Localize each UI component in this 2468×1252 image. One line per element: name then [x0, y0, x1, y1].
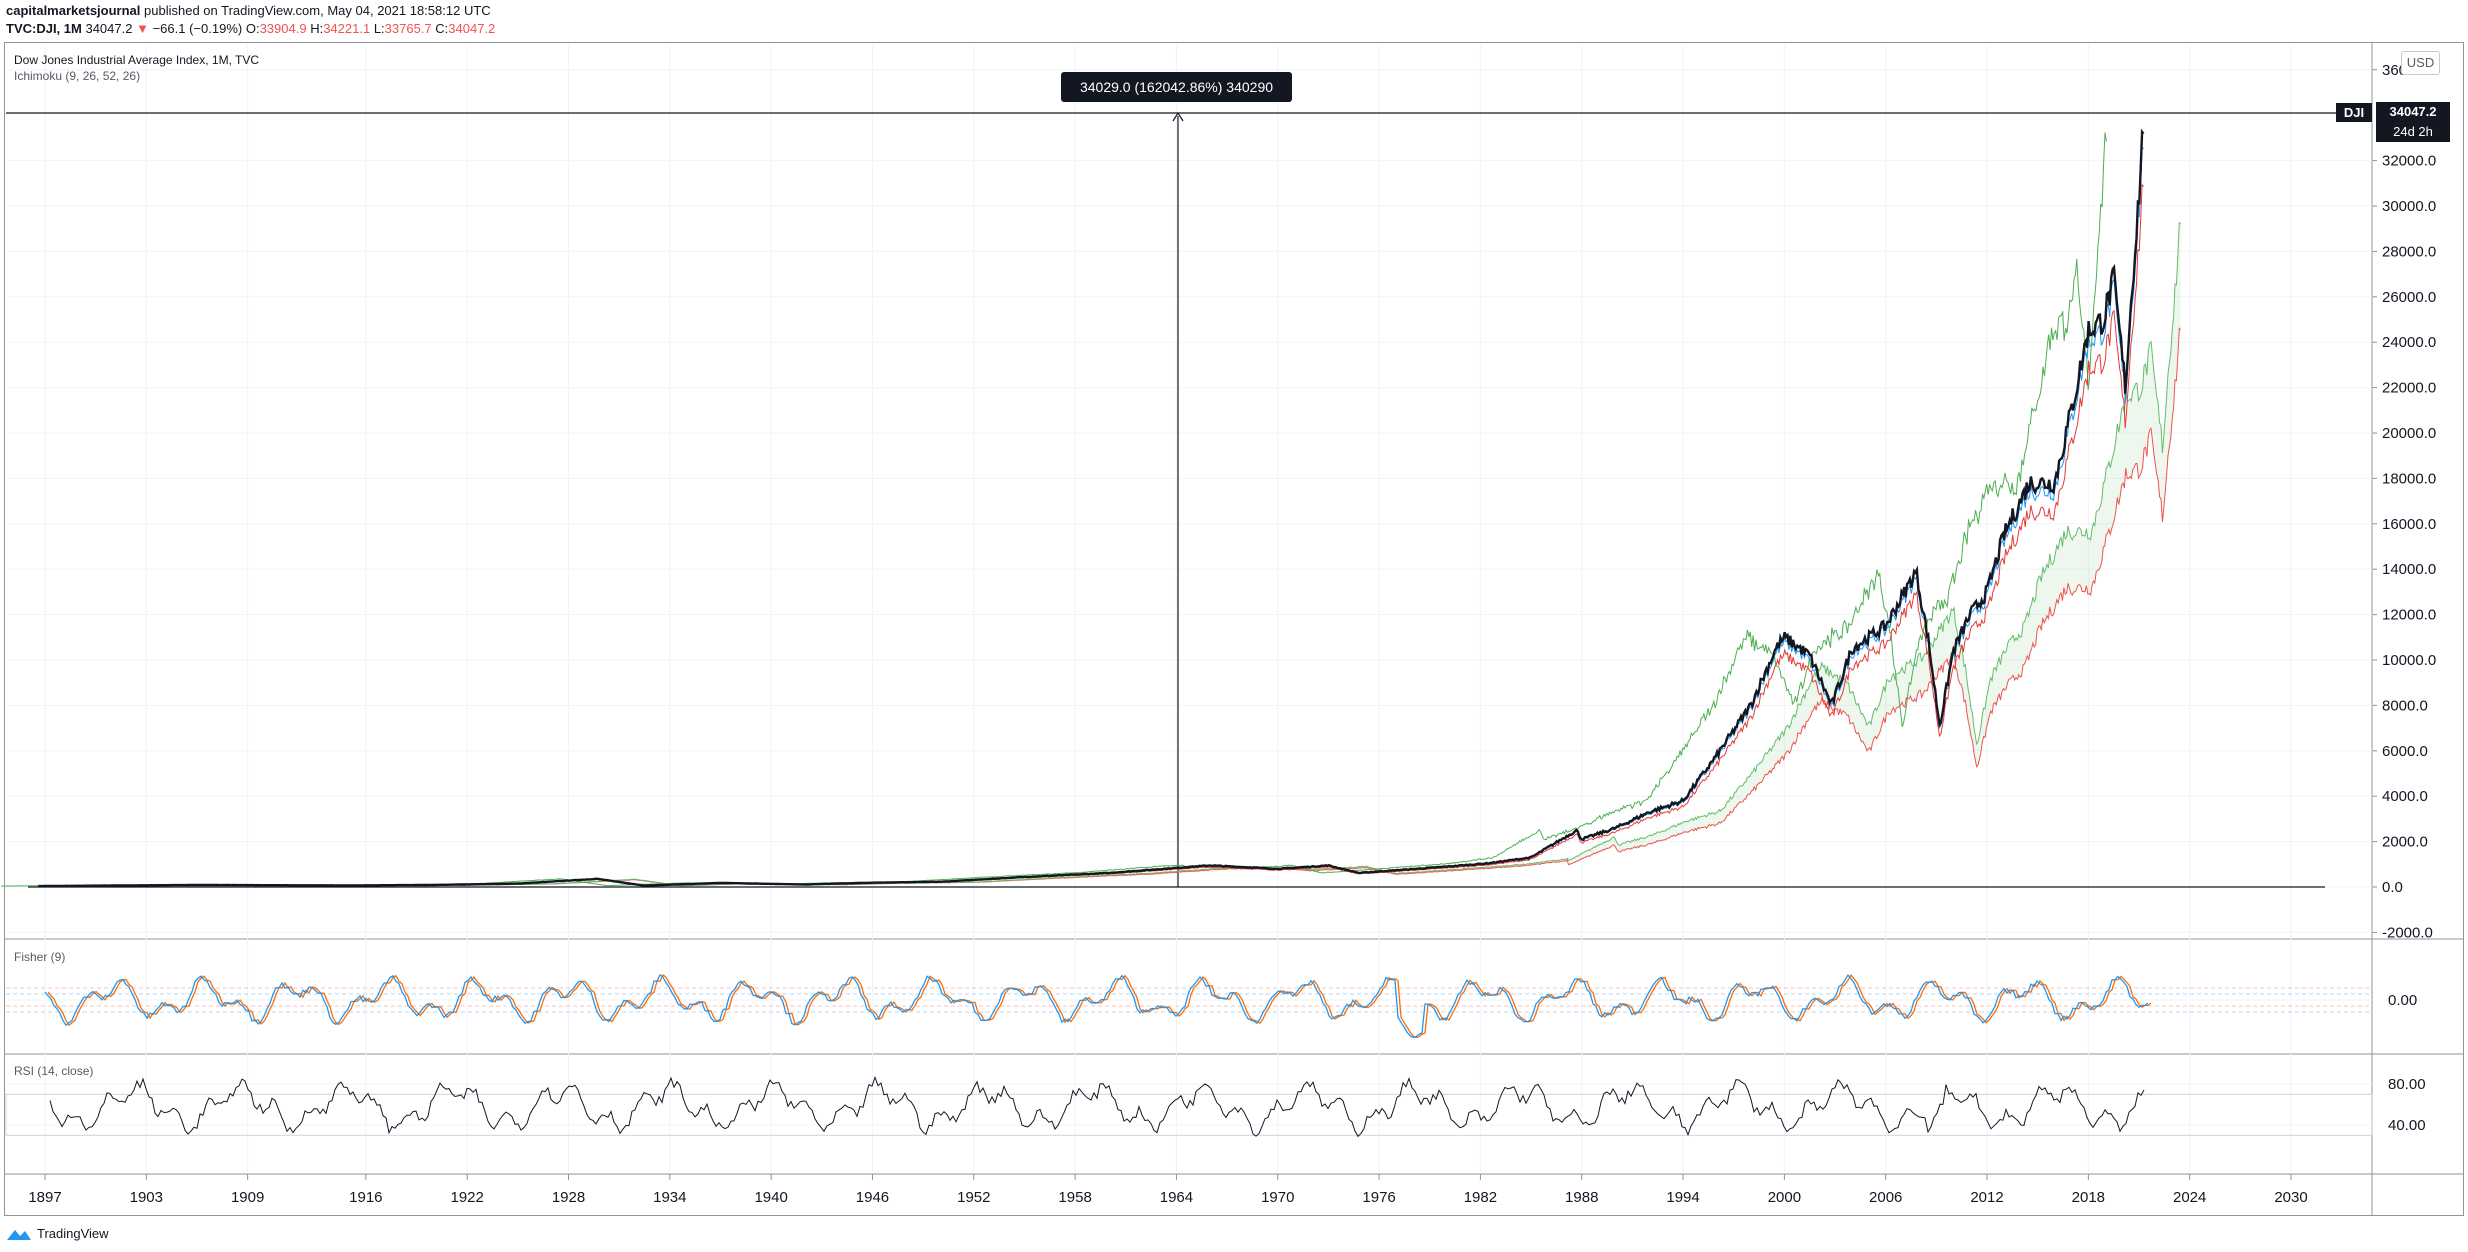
kijun-line: [38, 183, 2144, 887]
y-tick-label: 8000.0: [2382, 697, 2428, 714]
fisher-trigger-line: [47, 973, 2152, 1039]
brand-label: TradingView: [37, 1226, 109, 1241]
x-tick-label: 2000: [1768, 1189, 1801, 1206]
x-tick-label: 1909: [231, 1189, 264, 1206]
x-tick-label: 1922: [450, 1189, 483, 1206]
x-tick-label: 2024: [2173, 1189, 2206, 1206]
open-value: 33904.9: [259, 21, 307, 36]
x-tick-label: 1916: [349, 1189, 382, 1206]
measure-tooltip: 34029.0 (162042.86%) 340290: [1061, 72, 1292, 102]
x-tick-label: 1934: [653, 1189, 686, 1206]
x-tick-label: 1946: [856, 1189, 889, 1206]
publish-line: capitalmarketsjournal published on Tradi…: [6, 3, 491, 19]
rsi-tick-label: 40.00: [2388, 1117, 2426, 1134]
x-tick-label: 2018: [2072, 1189, 2105, 1206]
x-tick-label: 1982: [1464, 1189, 1497, 1206]
low-value: 33765.7: [384, 21, 432, 36]
down-arrow-icon: ▼: [136, 21, 149, 36]
tradingview-brand[interactable]: TradingView: [6, 1226, 109, 1241]
y-tick-label: 28000.0: [2382, 243, 2436, 260]
y-tick-label: 16000.0: [2382, 516, 2436, 533]
y-tick-label: 12000.0: [2382, 607, 2436, 624]
fisher-tick-label: 0.00: [2388, 992, 2417, 1009]
y-tick-label: -2000.0: [2382, 924, 2433, 941]
high-value: 34221.1: [323, 21, 371, 36]
tradingview-logo-icon: [7, 1229, 31, 1240]
y-tick-label: 30000.0: [2382, 198, 2436, 215]
price-line: [38, 128, 2145, 888]
price-tag-symbol: DJI: [2336, 103, 2372, 122]
y-tick-label: 14000.0: [2382, 561, 2436, 578]
close-value: 34047.2: [448, 21, 496, 36]
y-tick-label: 24000.0: [2382, 334, 2436, 351]
ichimoku-cloud: [75, 222, 2181, 887]
ichimoku-legend[interactable]: Ichimoku (9, 26, 52, 26): [14, 69, 141, 83]
y-tick-label: 26000.0: [2382, 289, 2436, 306]
ohlc-line: TVC:DJI, 1M 34047.2 ▼ −66.1 (−0.19%) O:3…: [6, 21, 495, 37]
series-legend-title[interactable]: Dow Jones Industrial Average Index, 1M, …: [14, 53, 260, 67]
x-tick-label: 1897: [28, 1189, 61, 1206]
x-tick-label: 2012: [1970, 1189, 2003, 1206]
y-tick-label: 20000.0: [2382, 425, 2436, 442]
y-tick-label: 10000.0: [2382, 652, 2436, 669]
close-label: C:: [435, 21, 449, 36]
symbol-label: TVC:DJI, 1M: [6, 21, 82, 36]
high-label: H:: [310, 21, 324, 36]
open-label: O:: [245, 21, 260, 36]
senkou-span-b-line: [75, 327, 2182, 887]
measure-arrow-icon: [1172, 111, 1184, 122]
y-tick-label: 2000.0: [2382, 834, 2428, 851]
y-tick-label: 4000.0: [2382, 788, 2428, 805]
tenkan-line: [38, 145, 2144, 887]
change-value: −66.1 (−0.19%): [152, 21, 243, 36]
x-tick-label: 1970: [1261, 1189, 1294, 1206]
x-tick-label: 1988: [1565, 1189, 1598, 1206]
x-tick-label: 1994: [1666, 1189, 1699, 1206]
x-tick-label: 1964: [1160, 1189, 1193, 1206]
x-tick-label: 1976: [1362, 1189, 1395, 1206]
currency-button[interactable]: USD: [2401, 51, 2440, 75]
price-tag-countdown: 24d 2h: [2376, 122, 2450, 142]
y-tick-label: 18000.0: [2382, 470, 2436, 487]
senkou-span-a-line: [75, 221, 2182, 887]
fisher-legend[interactable]: Fisher (9): [14, 950, 66, 964]
x-tick-label: 2030: [2274, 1189, 2307, 1206]
x-tick-label: 1958: [1058, 1189, 1091, 1206]
published-text: published on TradingView.com, May 04, 20…: [144, 3, 491, 18]
y-tick-label: 22000.0: [2382, 380, 2436, 397]
author-name[interactable]: capitalmarketsjournal: [6, 3, 141, 18]
chart-frame: [4, 42, 2464, 1216]
y-tick-label: 6000.0: [2382, 743, 2428, 760]
rsi-line: [49, 1075, 2145, 1138]
fisher-line: [44, 973, 2149, 1039]
y-tick-label: 32000.0: [2382, 153, 2436, 170]
y-tick-label: 0.0: [2382, 879, 2403, 896]
price-tag-value: 34047.2: [2376, 102, 2450, 122]
x-tick-label: 1952: [957, 1189, 990, 1206]
chikou-span-line: [1, 132, 2107, 887]
last-price: 34047.2: [85, 21, 133, 36]
rsi-tick-label: 80.00: [2388, 1076, 2426, 1093]
x-tick-label: 2006: [1869, 1189, 1902, 1206]
rsi-band: [5, 1093, 2373, 1136]
rsi-legend[interactable]: RSI (14, close): [14, 1064, 94, 1078]
x-tick-label: 1940: [754, 1189, 787, 1206]
x-tick-label: 1903: [130, 1189, 163, 1206]
low-label: L:: [373, 21, 385, 36]
x-tick-label: 1928: [552, 1189, 585, 1206]
